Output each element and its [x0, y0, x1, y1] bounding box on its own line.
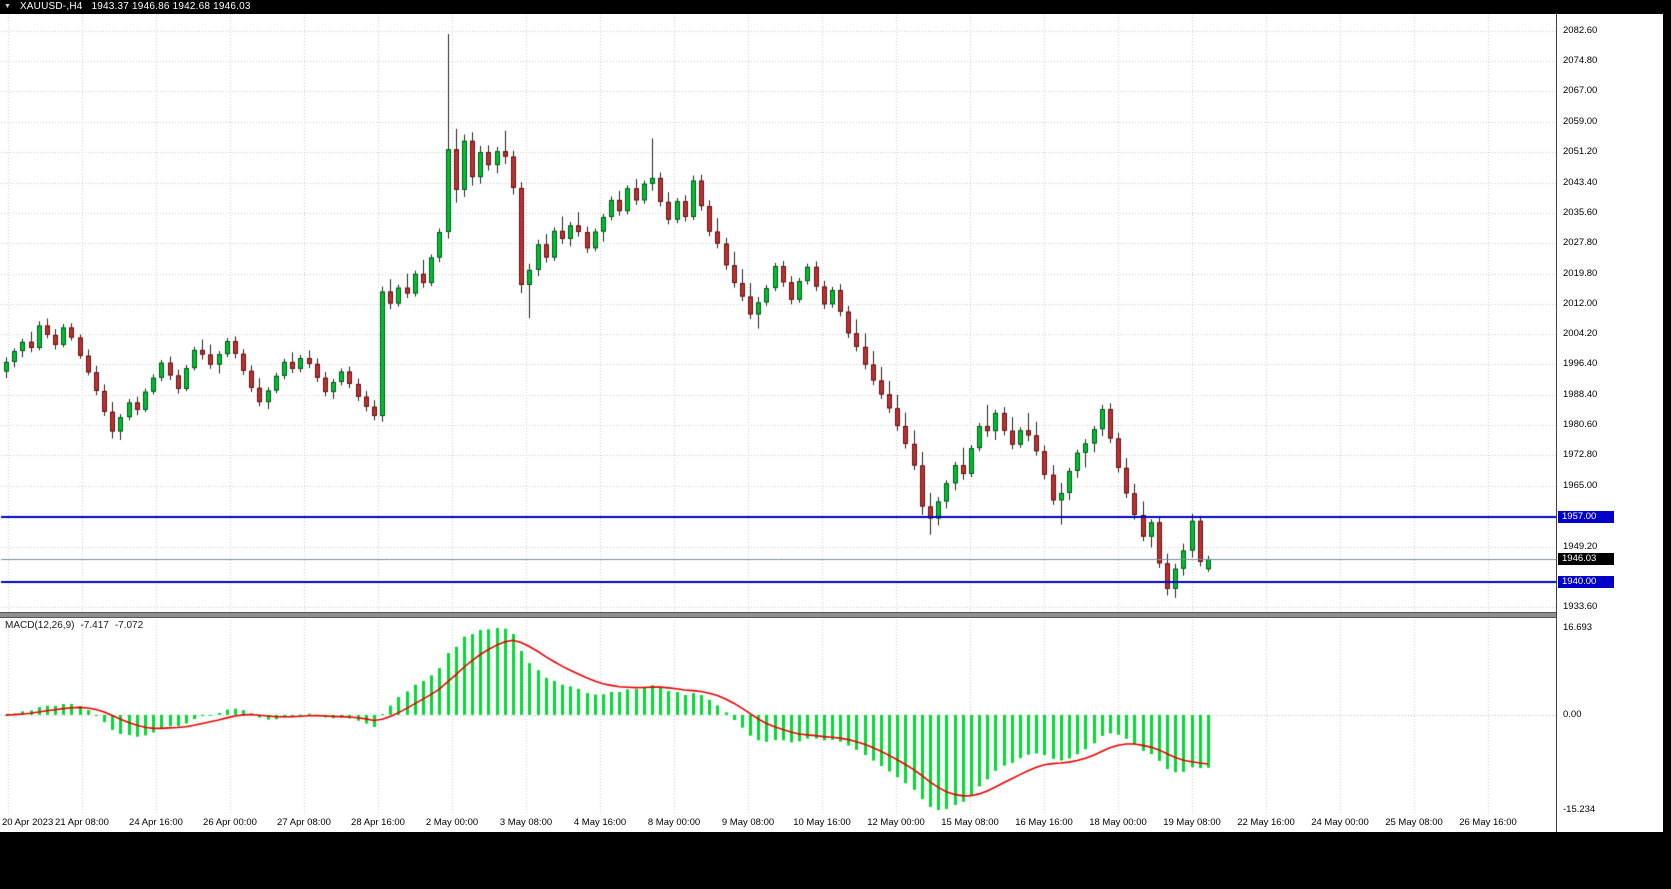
price-axis-label: 2067.00 — [1563, 85, 1598, 97]
price-axis-label: 1988.40 — [1563, 389, 1598, 401]
price-axis[interactable]: 2082.60 2074.80 2067.00 2059.00 2051.20 2043.… — [1556, 14, 1663, 832]
bottom-bar — [0, 832, 1671, 889]
price-axis-label: 1996.40 — [1563, 358, 1598, 370]
current-price-tag: 1946.03 — [1558, 552, 1614, 565]
time-axis-label: 22 May 16:00 — [1237, 817, 1295, 828]
price-axis-label: 1949.20 — [1563, 540, 1598, 552]
price-axis-label: 1965.00 — [1563, 479, 1598, 491]
time-axis-label: 25 May 08:00 — [1385, 817, 1443, 828]
time-axis-label: 3 May 08:00 — [499, 817, 553, 828]
macd-signal-value: -7.072 — [114, 620, 144, 631]
time-axis-label: 27 Apr 08:00 — [277, 817, 331, 828]
macd-label-text: MACD(12,26,9) — [5, 620, 75, 631]
panel-splitter[interactable] — [0, 612, 1663, 618]
time-axis[interactable]: 20 Apr 2023 21 Apr 08:00 24 Apr 16:00 26 Ap… — [0, 814, 1556, 832]
symbol-dropdown-icon[interactable]: ▼ — [4, 3, 11, 10]
time-axis-label: 4 May 16:00 — [573, 817, 627, 828]
macd-axis-label: 0.00 — [1563, 708, 1582, 720]
macd-main-value: -7.417 — [80, 620, 109, 631]
time-axis-label: 26 Apr 00:00 — [203, 817, 257, 828]
price-axis-label: 1980.60 — [1563, 419, 1598, 431]
price-axis-label: 2035.60 — [1563, 206, 1598, 218]
time-axis-label: 9 May 08:00 — [721, 817, 775, 828]
time-axis-label: 28 Apr 16:00 — [351, 817, 405, 828]
level-price-tag: 1957.00 — [1558, 510, 1614, 523]
time-axis-label: 2 May 00:00 — [425, 817, 479, 828]
time-axis-label: 12 May 00:00 — [867, 817, 925, 828]
price-axis-label: 2082.60 — [1563, 25, 1598, 36]
macd-indicator-label: MACD(12,26,9) -7.417 -7.072 — [5, 620, 143, 631]
price-axis-label: 2027.80 — [1563, 236, 1598, 248]
price-axis-label: 2074.80 — [1563, 55, 1598, 67]
chart-title-ohlc: 1943.37 1946.86 1942.68 1946.03 — [91, 1, 251, 12]
time-axis-label: 8 May 00:00 — [647, 817, 701, 828]
price-axis-label: 1972.80 — [1563, 449, 1598, 461]
time-axis-label: 24 May 00:00 — [1311, 817, 1369, 828]
time-axis-label: 18 May 00:00 — [1089, 817, 1147, 828]
time-axis-label: 26 May 16:00 — [1459, 817, 1517, 828]
chart-title-bar: ▼ XAUUSD-,H4 1943.37 1946.86 1942.68 194… — [0, 0, 1671, 14]
price-axis-label: 2019.80 — [1563, 267, 1598, 279]
level-price-tag: 1940.00 — [1558, 576, 1614, 589]
price-axis-label: 2059.00 — [1563, 116, 1598, 128]
chart-title-symbol: XAUUSD-,H4 — [19, 1, 83, 12]
time-axis-label: 21 Apr 08:00 — [55, 817, 109, 828]
macd-axis-label: -15.234 — [1563, 804, 1596, 815]
time-axis-label: 15 May 08:00 — [941, 817, 999, 828]
right-edge — [1663, 0, 1671, 889]
time-axis-label: 20 Apr 2023 — [2, 817, 54, 828]
time-axis-label: 19 May 08:00 — [1163, 817, 1221, 828]
price-axis-label: 2051.20 — [1563, 146, 1598, 158]
price-axis-label: 1933.60 — [1563, 601, 1598, 612]
time-axis-label: 10 May 16:00 — [793, 817, 851, 828]
price-axis-label: 2004.20 — [1563, 328, 1598, 340]
price-axis-label: 2043.40 — [1563, 176, 1598, 188]
price-axis-label: 2012.00 — [1563, 297, 1598, 309]
macd-axis-label: 16.693 — [1563, 622, 1593, 633]
time-axis-label: 16 May 16:00 — [1015, 817, 1073, 828]
time-axis-label: 24 Apr 16:00 — [129, 817, 183, 828]
